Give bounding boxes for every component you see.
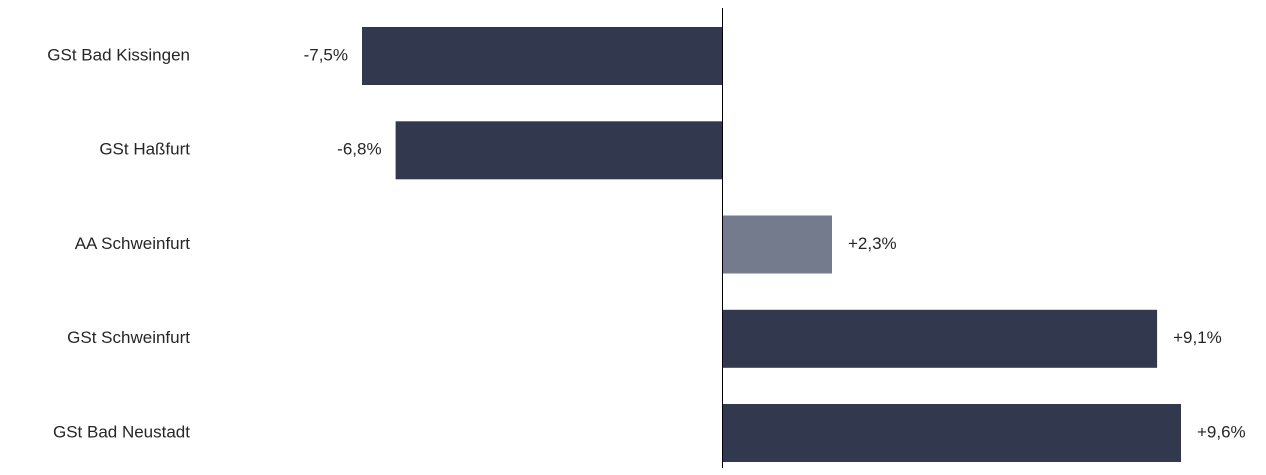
bar-aa-schweinfurt	[722, 215, 832, 274]
category-label-gst-bad-neustadt: GSt Bad Neustadt	[53, 422, 190, 441]
bar-gst-schweinfurt	[722, 309, 1158, 368]
value-labels: -7,5% -6,8% +2,3% +9,1% +9,6%	[304, 45, 1246, 441]
value-label-gst-hassfurt: -6,8%	[337, 140, 381, 159]
value-label-aa-schweinfurt: +2,3%	[848, 234, 897, 253]
category-label-gst-schweinfurt: GSt Schweinfurt	[67, 328, 190, 347]
category-labels: GSt Bad Kissingen GSt Haßfurt AA Schweinfu…	[47, 45, 190, 441]
value-label-gst-bad-neustadt: +9,6%	[1197, 422, 1246, 441]
bar-gst-bad-kissingen	[362, 27, 722, 85]
value-label-gst-schweinfurt: +9,1%	[1173, 328, 1222, 347]
bars-group	[362, 27, 1181, 462]
category-label-gst-hassfurt: GSt Haßfurt	[99, 140, 190, 159]
bar-gst-bad-neustadt	[722, 404, 1181, 462]
value-label-gst-bad-kissingen: -7,5%	[304, 45, 348, 64]
bar-gst-hassfurt	[395, 121, 722, 180]
category-label-aa-schweinfurt: AA Schweinfurt	[75, 234, 191, 253]
category-label-gst-bad-kissingen: GSt Bad Kissingen	[47, 45, 190, 64]
